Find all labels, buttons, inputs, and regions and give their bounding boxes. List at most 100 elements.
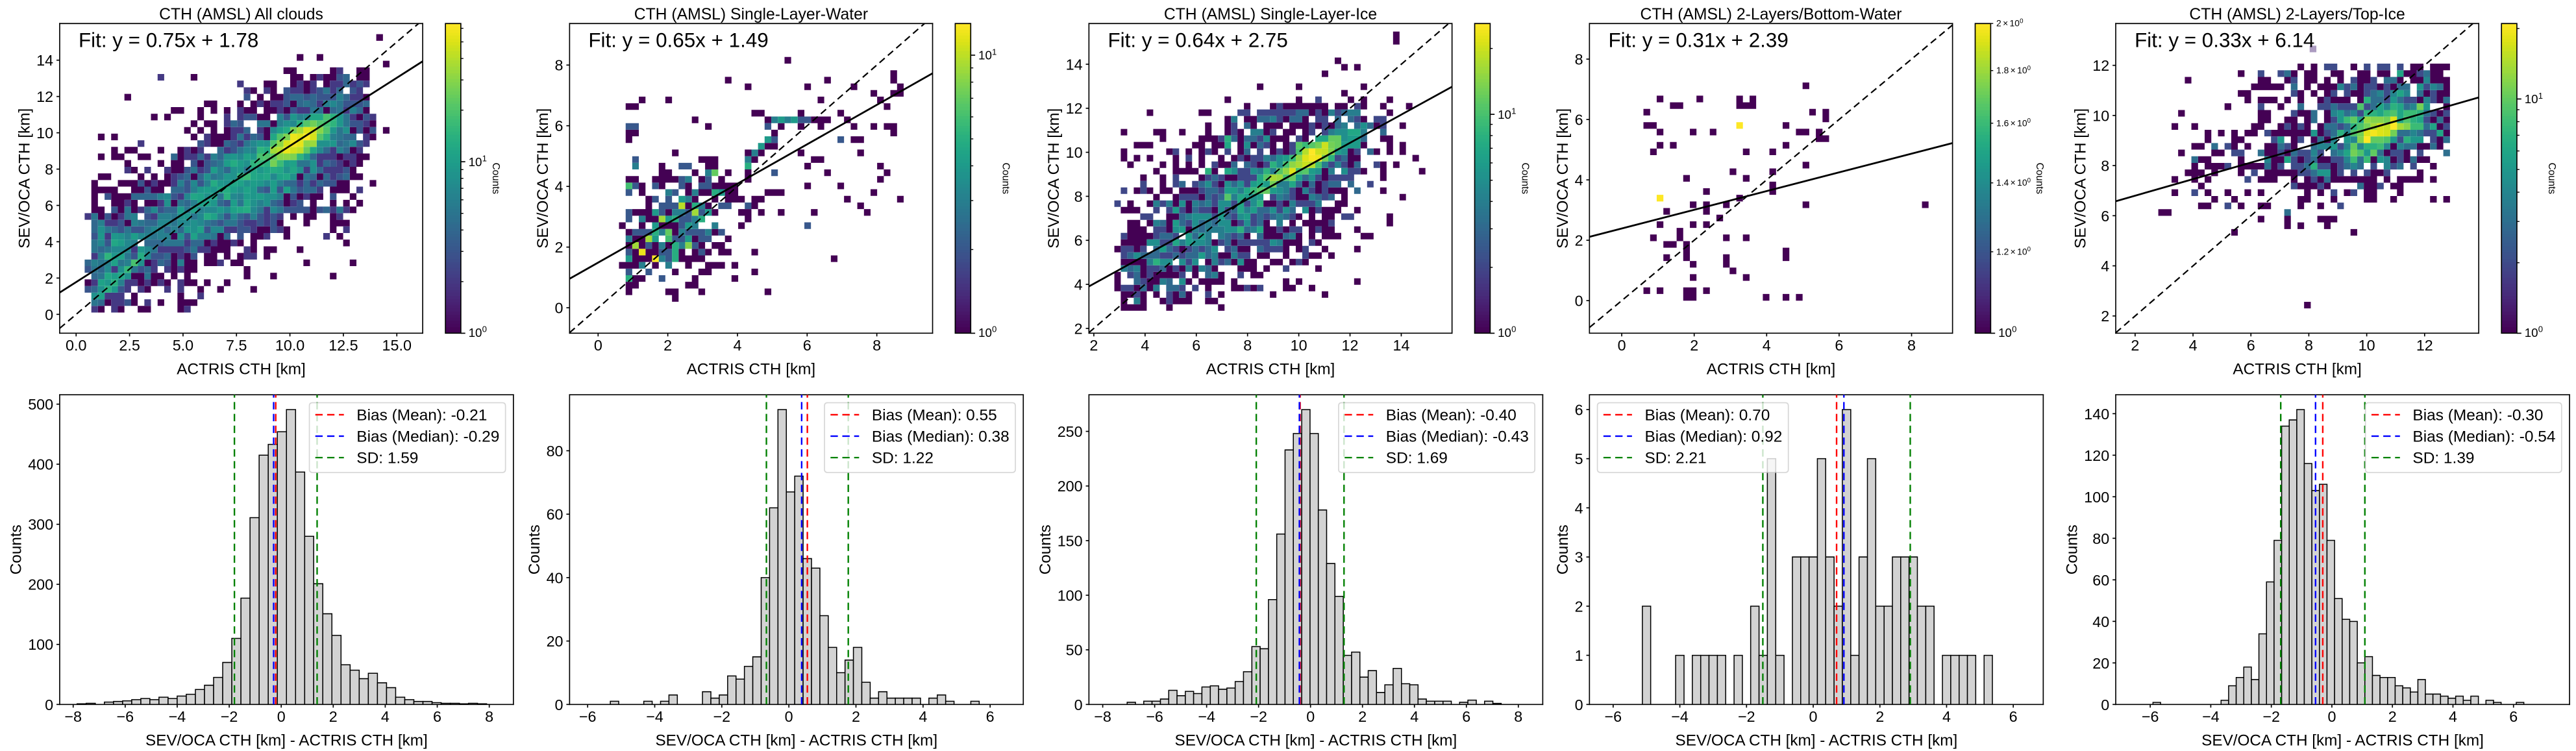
svg-text:4: 4 <box>45 234 53 251</box>
svg-text:2: 2 <box>1575 598 1583 615</box>
svg-text:−2: −2 <box>1250 708 1267 725</box>
svg-text:Counts: Counts <box>2064 524 2081 574</box>
svg-text:8: 8 <box>1514 708 1522 725</box>
svg-text:2: 2 <box>329 708 338 725</box>
svg-text:40: 40 <box>2092 613 2109 630</box>
svg-text:2: 2 <box>2388 708 2397 725</box>
svg-text:Bias (Median): 0.92: Bias (Median): 0.92 <box>1644 428 1782 445</box>
svg-text:Counts: Counts <box>8 524 25 574</box>
svg-text:Bias (Median): -0.54: Bias (Median): -0.54 <box>2412 428 2555 445</box>
svg-text:6: 6 <box>1575 112 1583 129</box>
svg-text:300: 300 <box>28 516 53 533</box>
svg-text:200: 200 <box>1058 478 1083 495</box>
svg-text:4: 4 <box>555 179 564 195</box>
svg-text:4: 4 <box>1575 172 1583 189</box>
svg-text:−2: −2 <box>2262 708 2280 725</box>
svg-text:SEV/OCA CTH [km] - ACTRIS CTH: SEV/OCA CTH [km] - ACTRIS CTH [km] <box>2201 732 2484 749</box>
svg-text:−4: −4 <box>2202 708 2220 725</box>
svg-text:4: 4 <box>2449 708 2457 725</box>
svg-text:4: 4 <box>1763 337 1771 354</box>
svg-text:8: 8 <box>873 337 881 354</box>
svg-text:1: 1 <box>1575 647 1583 664</box>
svg-text:6: 6 <box>2509 708 2518 725</box>
svg-text:4: 4 <box>1141 337 1149 354</box>
svg-text:6: 6 <box>2247 337 2255 354</box>
svg-text:15.0: 15.0 <box>382 337 412 354</box>
svg-text:4: 4 <box>2189 337 2198 354</box>
svg-text:Bias (Median): 0.38: Bias (Median): 0.38 <box>872 428 1009 445</box>
svg-text:8: 8 <box>555 57 564 74</box>
svg-text:Bias (Mean): -0.30: Bias (Mean): -0.30 <box>2412 406 2543 424</box>
svg-text:SEV/OCA CTH [km] - ACTRIS CTH: SEV/OCA CTH [km] - ACTRIS CTH [km] <box>1676 732 1958 749</box>
svg-text:6: 6 <box>1835 337 1843 354</box>
svg-text:0: 0 <box>1809 708 1818 725</box>
svg-text:SEV/OCA CTH [km] - ACTRIS CTH: SEV/OCA CTH [km] - ACTRIS CTH [km] <box>145 732 428 749</box>
svg-text:4: 4 <box>733 337 741 354</box>
svg-text:ACTRIS CTH [km]: ACTRIS CTH [km] <box>1206 360 1335 378</box>
svg-text:4: 4 <box>1575 500 1583 517</box>
svg-text:14: 14 <box>1393 337 1409 354</box>
svg-text:4: 4 <box>2101 258 2109 275</box>
svg-text:8: 8 <box>2305 337 2313 354</box>
svg-text:SEV/OCA CTH [km]: SEV/OCA CTH [km] <box>534 108 552 249</box>
svg-text:0: 0 <box>2101 696 2109 713</box>
svg-text:60: 60 <box>2092 572 2109 589</box>
svg-text:2: 2 <box>1575 232 1583 249</box>
svg-text:Counts: Counts <box>1519 163 1530 195</box>
svg-text:SD: 1.59: SD: 1.59 <box>356 450 418 467</box>
svg-text:−8: −8 <box>1094 708 1111 725</box>
svg-text:−6: −6 <box>117 708 134 725</box>
svg-text:SD: 2.21: SD: 2.21 <box>1644 450 1706 467</box>
svg-text:−4: −4 <box>1198 708 1215 725</box>
svg-text:1 . 6: 1 . 6 × 1 0 0 <box>1996 113 2031 129</box>
svg-text:12: 12 <box>36 88 53 105</box>
svg-text:Bias (Mean): -0.21: Bias (Mean): -0.21 <box>356 406 487 424</box>
svg-text:0.0: 0.0 <box>66 337 86 354</box>
svg-text:20: 20 <box>547 633 564 650</box>
svg-text:8: 8 <box>45 161 53 178</box>
svg-text:0: 0 <box>1575 293 1583 310</box>
svg-text:1 0 0: 1 0 0 <box>2525 324 2543 340</box>
svg-text:1 0 1: 1 0 1 <box>469 153 487 169</box>
svg-text:CTH (AMSL) 2-Layers/Top-Ice: CTH (AMSL) 2-Layers/Top-Ice <box>2189 6 2405 23</box>
svg-text:4: 4 <box>1074 277 1083 293</box>
svg-text:7.5: 7.5 <box>226 337 247 354</box>
svg-text:8: 8 <box>1074 188 1083 205</box>
svg-text:CTH (AMSL) 2-Layers/Bottom-Wat: CTH (AMSL) 2-Layers/Bottom-Water <box>1641 6 1902 23</box>
svg-text:−2: −2 <box>221 708 238 725</box>
svg-text:14: 14 <box>1066 56 1083 73</box>
svg-text:100: 100 <box>28 636 53 653</box>
svg-text:4: 4 <box>919 708 927 725</box>
svg-text:SEV/OCA CTH [km]: SEV/OCA CTH [km] <box>16 108 34 249</box>
svg-text:0: 0 <box>1575 696 1583 713</box>
svg-text:ACTRIS CTH [km]: ACTRIS CTH [km] <box>2233 360 2361 378</box>
svg-text:0: 0 <box>1306 708 1315 725</box>
svg-text:140: 140 <box>2084 406 2109 423</box>
svg-text:Counts: Counts <box>2034 163 2045 195</box>
svg-text:6: 6 <box>986 708 995 725</box>
svg-text:Bias (Median): -0.43: Bias (Median): -0.43 <box>1386 428 1529 445</box>
svg-text:−4: −4 <box>169 708 186 725</box>
svg-text:6: 6 <box>433 708 441 725</box>
svg-text:CTH (AMSL) Single-Layer-Water: CTH (AMSL) Single-Layer-Water <box>634 6 868 23</box>
svg-text:Bias (Median): -0.29: Bias (Median): -0.29 <box>356 428 499 445</box>
svg-text:−6: −6 <box>1146 708 1163 725</box>
svg-text:8: 8 <box>1575 51 1583 68</box>
svg-text:10: 10 <box>2092 107 2109 124</box>
svg-text:SEV/OCA CTH [km]: SEV/OCA CTH [km] <box>1045 108 1063 249</box>
svg-text:1 0 1: 1 0 1 <box>1498 106 1516 122</box>
svg-text:400: 400 <box>28 456 53 473</box>
svg-text:6: 6 <box>2009 708 2018 725</box>
svg-text:Counts: Counts <box>526 524 543 574</box>
svg-text:−2: −2 <box>1738 708 1755 725</box>
svg-text:Bias (Mean): 0.55: Bias (Mean): 0.55 <box>872 406 997 424</box>
svg-text:6: 6 <box>803 337 811 354</box>
svg-text:CTH (AMSL) Single-Layer-Ice: CTH (AMSL) Single-Layer-Ice <box>1164 6 1377 23</box>
svg-text:6: 6 <box>555 117 564 134</box>
svg-text:1 . 4: 1 . 4 × 1 0 0 <box>1996 173 2031 189</box>
svg-text:12: 12 <box>2092 57 2109 74</box>
svg-text:6: 6 <box>1575 401 1583 418</box>
svg-text:Counts: Counts <box>490 163 501 195</box>
svg-text:0: 0 <box>785 708 793 725</box>
svg-text:2: 2 <box>852 708 860 725</box>
